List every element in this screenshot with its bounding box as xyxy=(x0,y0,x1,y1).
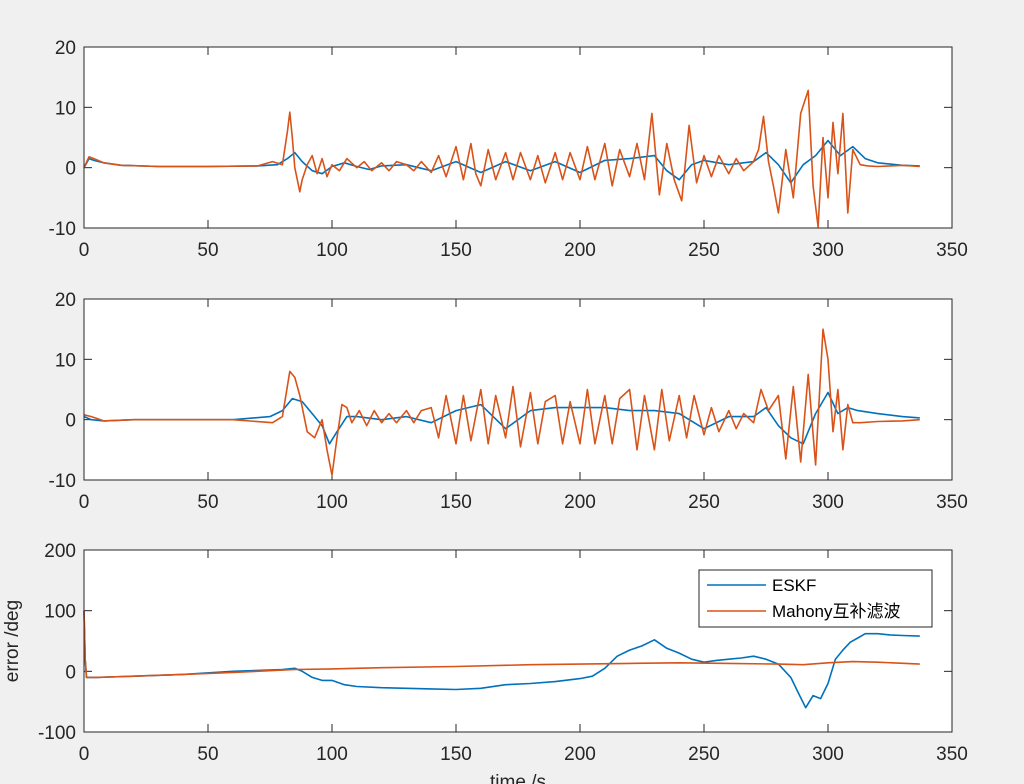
y-tick-label: 200 xyxy=(44,541,76,562)
y-tick-label: 100 xyxy=(44,602,76,623)
subplot-1-frame xyxy=(83,46,953,229)
series-eskf-line xyxy=(83,139,920,184)
y-tick-label: 10 xyxy=(55,350,76,371)
x-tick-label: 200 xyxy=(564,492,596,513)
x-tick-label: 0 xyxy=(79,492,90,513)
y-tick-label: -10 xyxy=(49,471,76,492)
x-tick-label: 250 xyxy=(688,744,720,765)
legend-label-eskf: ESKF xyxy=(772,576,816,595)
x-tick-label: 350 xyxy=(936,492,968,513)
x-tick-label: 350 xyxy=(936,240,968,261)
y-tick-label: 10 xyxy=(55,98,76,119)
x-tick-label: 300 xyxy=(812,744,844,765)
x-tick-label: 200 xyxy=(564,744,596,765)
y-tick-label: 20 xyxy=(55,38,76,59)
x-tick-label: 250 xyxy=(688,240,720,261)
y-tick-label: 0 xyxy=(65,662,76,683)
x-tick-label: 200 xyxy=(564,240,596,261)
series-mahony-line xyxy=(83,89,920,228)
series-mahony-line xyxy=(83,328,920,477)
x-tick-label: 300 xyxy=(812,240,844,261)
x-tick-label: 50 xyxy=(197,744,218,765)
legend-label-mahony: Mahony互补滤波 xyxy=(772,602,900,621)
x-tick-label: 0 xyxy=(79,240,90,261)
y-tick-label: -100 xyxy=(38,723,76,744)
subplot-2-frame xyxy=(83,298,953,481)
subplot-1-axes xyxy=(84,47,952,228)
y-axis-label: error /deg xyxy=(2,600,23,682)
y-tick-label: 20 xyxy=(55,290,76,311)
x-tick-label: 50 xyxy=(197,492,218,513)
subplot-3-frame xyxy=(83,549,953,733)
legend: ESKF Mahony互补滤波 xyxy=(698,569,933,628)
x-tick-label: 150 xyxy=(440,744,472,765)
x-tick-label: 150 xyxy=(440,240,472,261)
subplot-2-axes xyxy=(84,299,952,480)
x-tick-label: 150 xyxy=(440,492,472,513)
x-tick-label: 50 xyxy=(197,240,218,261)
y-tick-label: -10 xyxy=(49,219,76,240)
x-tick-label: 250 xyxy=(688,492,720,513)
series-eskf-line xyxy=(83,610,920,709)
x-tick-label: 350 xyxy=(936,744,968,765)
series-mahony-line xyxy=(83,610,920,679)
x-axis-label: time /s xyxy=(490,772,546,784)
x-tick-label: 100 xyxy=(316,744,348,765)
y-tick-label: 0 xyxy=(65,159,76,180)
x-tick-label: 100 xyxy=(316,492,348,513)
x-tick-label: 100 xyxy=(316,240,348,261)
y-tick-label: 0 xyxy=(65,411,76,432)
legend-box xyxy=(698,569,933,628)
x-tick-label: 0 xyxy=(79,744,90,765)
x-tick-label: 300 xyxy=(812,492,844,513)
